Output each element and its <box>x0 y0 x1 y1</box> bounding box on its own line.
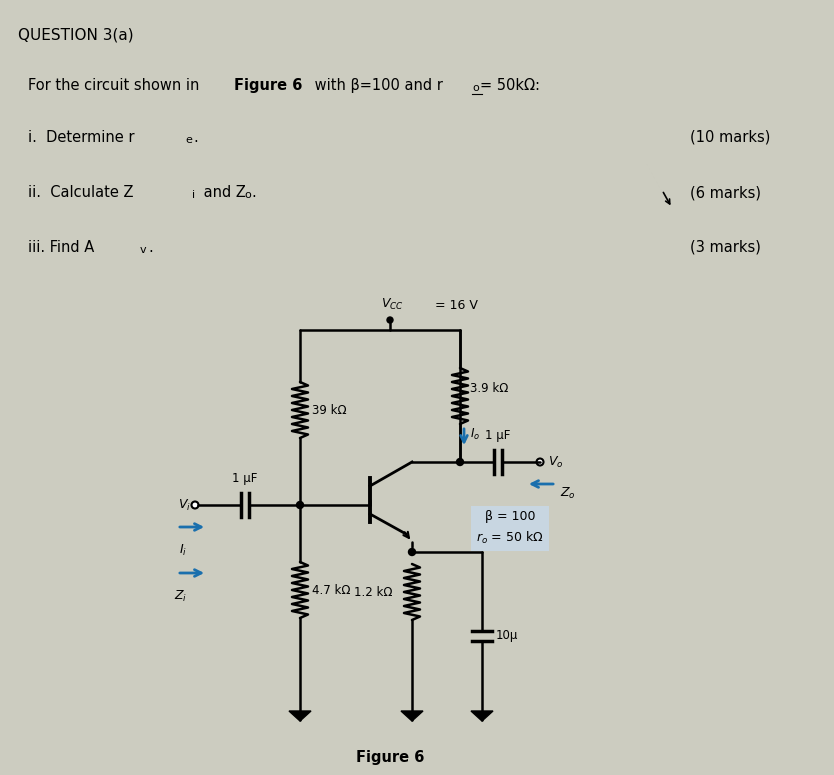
Text: (10 marks): (10 marks) <box>690 130 771 145</box>
Text: = 16 V: = 16 V <box>435 299 478 312</box>
Text: o: o <box>244 190 251 200</box>
Text: ii.  Calculate Z: ii. Calculate Z <box>28 185 133 200</box>
Text: $I_i$: $I_i$ <box>179 543 187 558</box>
Text: e: e <box>185 135 192 145</box>
Polygon shape <box>401 711 423 721</box>
Text: For the circuit shown in: For the circuit shown in <box>28 78 204 93</box>
Text: i: i <box>192 190 195 200</box>
Circle shape <box>192 501 198 508</box>
Circle shape <box>297 501 304 508</box>
Text: Figure 6: Figure 6 <box>234 78 303 93</box>
Text: 1.2 kΩ: 1.2 kΩ <box>354 585 393 598</box>
Circle shape <box>536 459 544 466</box>
Text: and Z: and Z <box>199 185 246 200</box>
Text: $Z_i$: $Z_i$ <box>174 589 188 604</box>
Polygon shape <box>289 711 311 721</box>
Text: Figure 6: Figure 6 <box>356 750 425 765</box>
Text: (6 marks): (6 marks) <box>690 185 761 200</box>
Text: o: o <box>472 83 479 93</box>
Text: .: . <box>193 130 198 145</box>
Text: 10μ: 10μ <box>496 629 519 642</box>
Text: v: v <box>140 245 147 255</box>
Text: QUESTION 3(a): QUESTION 3(a) <box>18 28 133 43</box>
Text: .: . <box>251 185 256 200</box>
Text: $V_i$: $V_i$ <box>178 498 191 512</box>
Circle shape <box>387 317 393 323</box>
Text: iii. Find A: iii. Find A <box>28 240 94 255</box>
Text: 39 kΩ: 39 kΩ <box>312 404 347 416</box>
Text: 1 μF: 1 μF <box>233 472 258 485</box>
Text: 3.9 kΩ: 3.9 kΩ <box>470 381 509 394</box>
Text: β = 100
$r_o$ = 50 kΩ: β = 100 $r_o$ = 50 kΩ <box>476 510 544 546</box>
Circle shape <box>409 549 415 556</box>
Polygon shape <box>471 711 493 721</box>
Text: 4.7 kΩ: 4.7 kΩ <box>312 584 350 597</box>
Text: $Z_o$: $Z_o$ <box>560 486 575 501</box>
Text: $I_o$: $I_o$ <box>470 426 480 442</box>
Text: with β=100 and r: with β=100 and r <box>310 78 443 93</box>
Text: (3 marks): (3 marks) <box>690 240 761 255</box>
Text: i.  Determine r: i. Determine r <box>28 130 134 145</box>
Text: $V_o$: $V_o$ <box>548 454 564 470</box>
Circle shape <box>456 459 464 466</box>
Text: $V_{CC}$: $V_{CC}$ <box>380 297 404 312</box>
Text: .: . <box>148 240 153 255</box>
Text: = 50kΩ:: = 50kΩ: <box>480 78 540 93</box>
Text: 1 μF: 1 μF <box>485 429 510 442</box>
